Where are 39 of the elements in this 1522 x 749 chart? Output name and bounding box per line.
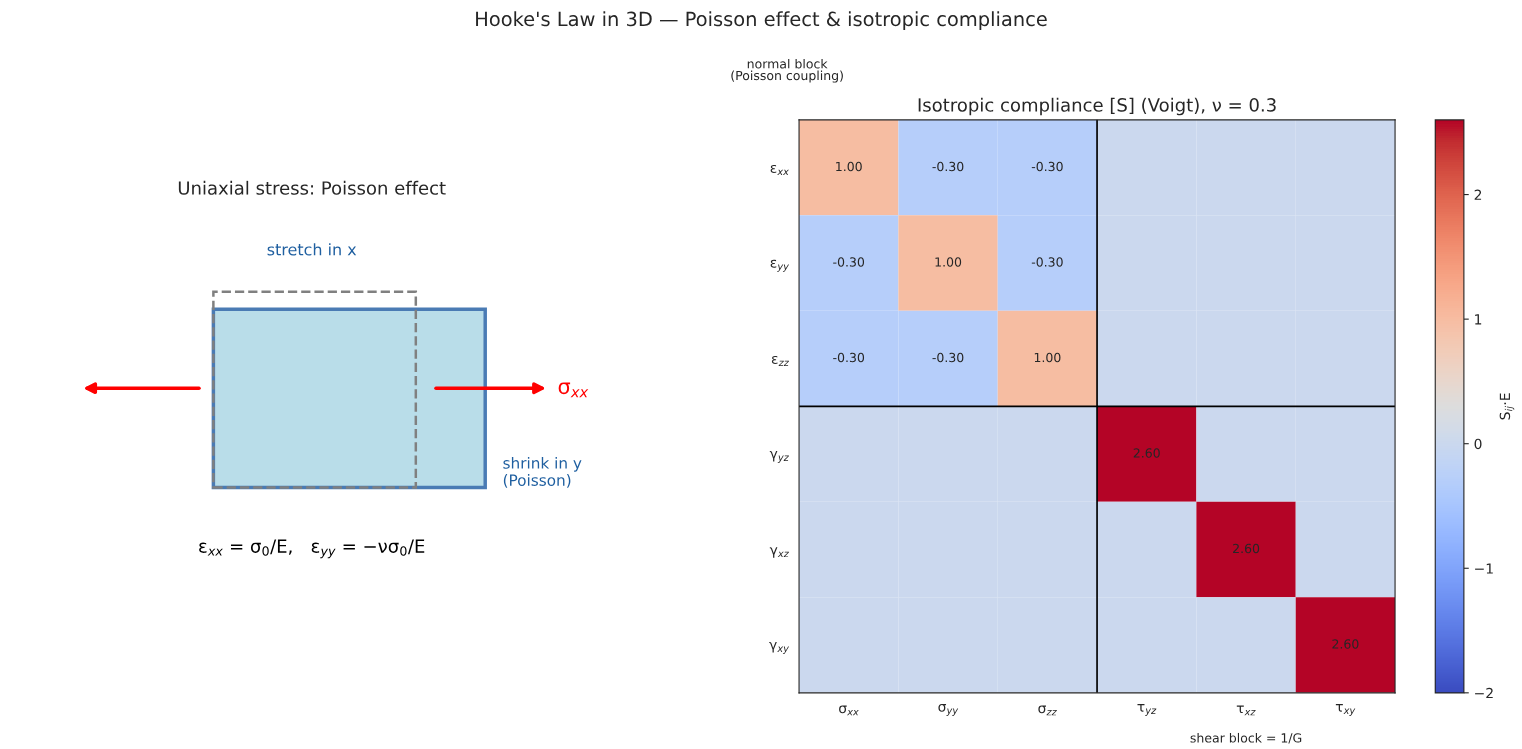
x-tick-label: σ$_{zz}$ [1038,705,1057,716]
y-tick-label: ε$_{zz}$ [771,355,790,367]
x-tick-label: σ$_{xx}$ [839,705,859,716]
color-bar-label: −2 [1475,687,1493,699]
chart-title: Isotropic compliance [S] (Voigt), ν = 0.3 [918,97,1276,116]
x-tick-label: σ$_{yy}$ [938,704,959,716]
x-tick-label: τ$_{xz}$ [1236,705,1256,716]
color-bar-label: −1 [1475,563,1493,574]
text: shear block = 1/G [1190,732,1302,744]
data-label: 2.60 [1233,543,1260,554]
data-label: -0.30 [833,257,865,267]
text: Uniaxial stress: Poisson effect [178,180,446,195]
color-bar-label: 2 [1474,189,1482,200]
y-tick-label: ε$_{xx}$ [770,164,789,176]
color-bar-label: 0 [1474,438,1482,450]
x-tick-label: τ$_{xy}$ [1335,704,1356,716]
y-tick-label: γ$_{xz}$ [769,547,789,558]
data-label: 1.00 [836,161,862,172]
text: shrink in y (Poisson) [503,456,582,488]
data-label: 1.00 [935,257,962,267]
y-tick-label: γ$_{yz}$ [769,451,789,463]
text: σ$_{xx}$ [558,382,589,398]
text: Hooke's Law in 3D — Poisson effect & isotropic compliance [476,11,1047,31]
text: stretch in x [267,243,357,256]
data-label: 1.00 [1034,352,1061,363]
y-tick-label: ε$_{yy}$ [770,259,789,272]
data-label: -0.30 [833,352,865,363]
data-label: -0.30 [932,161,964,172]
color-bar-title: S$_{ij}$·E [1499,393,1515,420]
data-label: 2.60 [1332,639,1359,649]
y-tick-label: γ$_{xy}$ [769,642,790,654]
x-tick-label: τ$_{yz}$ [1137,704,1157,716]
color-bar-label: 1 [1475,314,1482,325]
data-label: 2.60 [1133,448,1160,458]
data-label: -0.30 [1031,161,1063,172]
data-label: -0.30 [932,352,964,363]
text: ε$_{xx}$ = σ$_{0}$/E, ε$_{yy}$ = −νσ$_{0}$/E [199,539,425,559]
data-label: -0.30 [1031,257,1063,267]
text: normal block (Poisson coupling) [731,58,843,83]
